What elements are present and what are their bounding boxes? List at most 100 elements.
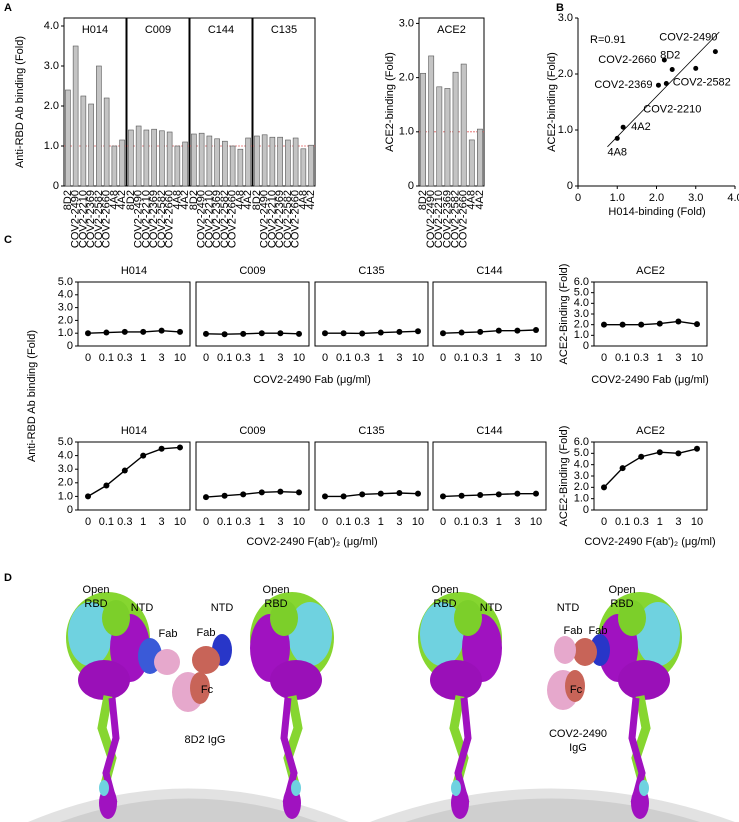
x-tick-label: 3 [159,516,165,528]
point [158,327,165,334]
y-tick-label: 5.0 [574,287,589,299]
line [604,320,698,326]
y-axis-label: Anti-RBD Ab binding (Fold) [26,330,38,462]
point [533,490,539,497]
point [514,327,521,334]
x-tick-label: COV2-2369 [441,190,453,248]
y-tick-label: 2.0 [44,100,59,112]
y-tick-label: 3.0 [574,308,589,320]
x-tick-label: COV2-2660 [227,190,239,248]
panel-title: C009 [239,425,265,437]
x-tick-label: 10 [174,516,186,528]
illustration-label: RBD [84,598,107,610]
point [277,330,284,337]
x-tick-label: 0 [203,516,209,528]
x-tick-label: COV2-2210 [266,190,278,248]
x-tick-label: 4A8 [234,190,246,210]
point [221,492,228,499]
plot-frame [195,281,310,347]
x-tick-label: 4A8 [171,190,183,210]
x-tick-label: 0.3 [473,516,488,528]
y-tick-label: 3.0 [44,60,59,72]
point [458,329,465,336]
fc [565,670,585,702]
x-tick-label: 8D2 [251,190,263,210]
y-tick-label: 3.0 [574,470,589,482]
point [620,124,626,130]
point [240,330,247,337]
y-axis-label: Anti-RBD Ab binding (Fold) [14,36,26,168]
point [177,328,183,335]
plot-frame [252,17,316,187]
x-tick-label: COV2-2210 [433,190,445,248]
fab [554,636,576,664]
x-tick-label: 0.3 [634,516,649,528]
x-tick-label: 10 [174,352,186,364]
x-tick-label: COV2-2660 [458,190,470,248]
x-axis-label: COV2-2490 Fab (μg/ml) [591,374,709,386]
x-tick-label: 4A2 [116,190,128,210]
point [203,494,209,501]
illustration-label: NTD [131,602,154,614]
bar [452,71,459,187]
line [325,492,419,498]
y-tick-label: 0 [567,180,573,192]
y-tick-label: 5.0 [58,436,73,448]
bar [206,135,213,187]
bar [88,103,94,187]
line [603,448,698,488]
bar [237,148,244,187]
plot-frame [63,17,127,187]
y-tick-label: 1.0 [58,490,73,502]
panel-title: H014 [121,265,147,277]
line [205,490,300,498]
point [656,449,663,456]
point [663,81,669,87]
x-tick-label: 0.1 [454,352,469,364]
spike [250,592,334,819]
y-axis-label: ACE2-Binding (Fold) [558,264,570,365]
x-tick-label: COV2-2210 [140,190,152,248]
panel-letter: C [4,234,12,246]
illustration-label: Fab [564,625,583,637]
x-tick-label: 3.0 [688,192,703,204]
plot-frame [77,281,191,347]
x-axis-label: COV2-2490 F(ab')₂ (μg/ml) [246,536,377,548]
x-tick-label: COV2-2210 [77,190,89,248]
y-tick-label: 0 [583,340,589,352]
bar [182,141,188,187]
x-tick-label: COV2-2660 [101,190,113,248]
point-label: COV2-2660 [598,54,656,66]
point [415,490,421,497]
x-tick-label: 4A2 [305,190,317,210]
x-tick-label: COV2-2490 [133,190,145,248]
y-tick-label: 4.0 [574,459,589,471]
panel-title: ACE2 [437,24,466,36]
line [205,332,300,335]
x-tick-label: 0 [440,516,446,528]
x-tick-label: 10 [691,352,703,364]
point [514,490,521,497]
bar [214,138,220,187]
point-label: 4A8 [607,146,627,158]
y-tick-label: 3.0 [399,17,414,29]
illustration [28,592,735,822]
panel-title: C135 [358,265,384,277]
illustration-label: 8D2 IgG [185,734,226,746]
point [614,135,620,141]
y-tick-label: 6.0 [574,436,589,448]
x-tick-label: 0 [322,352,328,364]
point [495,327,502,334]
x-tick-label: COV2-2660 [290,190,302,248]
y-tick-label: 3.0 [58,463,73,475]
x-tick-label: COV2-2490 [259,190,271,248]
fab [573,638,597,666]
annotation: R=0.91 [590,34,626,46]
illustration-label: RBD [610,598,633,610]
point [85,330,91,337]
x-tick-label: 1 [140,516,146,528]
bar [308,144,314,187]
bar [229,145,236,187]
x-tick-label: 0 [203,352,209,364]
bar [285,139,291,187]
